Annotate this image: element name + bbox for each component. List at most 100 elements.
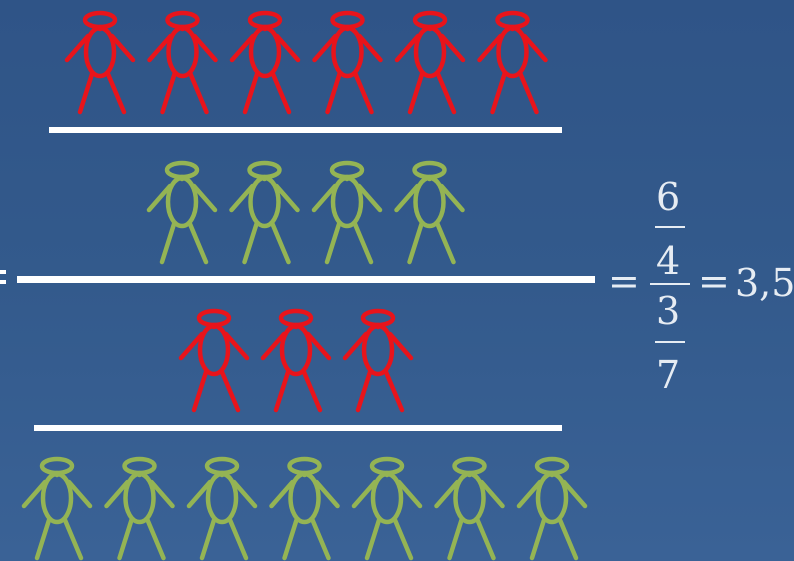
stick-figure bbox=[516, 456, 588, 561]
figure-left-arm bbox=[104, 479, 130, 509]
stick-figure-groups bbox=[21, 10, 588, 561]
figure-left-arm bbox=[342, 331, 369, 361]
figure-body bbox=[413, 25, 447, 79]
figure-body bbox=[205, 471, 239, 525]
figure-right-leg bbox=[310, 517, 331, 561]
figure-body bbox=[496, 25, 529, 79]
figure-right-arm bbox=[274, 183, 300, 213]
figure-right-arm bbox=[192, 33, 218, 63]
figure-right-leg bbox=[557, 517, 579, 561]
figure-body bbox=[330, 175, 364, 229]
figure-left-leg bbox=[242, 71, 260, 115]
figure-right-arm bbox=[561, 479, 588, 509]
figure-right-arm bbox=[439, 183, 465, 213]
inner-numerator-denominator: 4 bbox=[656, 239, 681, 283]
result-value: 3,5 bbox=[735, 261, 794, 305]
figure-left-arm bbox=[147, 33, 173, 63]
figure-left-arm bbox=[394, 183, 420, 213]
figure-left-leg bbox=[160, 71, 177, 115]
stick-figure bbox=[269, 456, 340, 561]
stick-figure bbox=[394, 10, 466, 115]
stick-figure bbox=[434, 456, 505, 561]
figure-left-leg bbox=[364, 517, 382, 561]
figure-left-leg bbox=[199, 517, 217, 561]
figure-left-arm bbox=[269, 479, 295, 509]
lower-red-figure-row bbox=[178, 308, 414, 413]
figure-body bbox=[123, 471, 156, 525]
figure-left-leg bbox=[529, 517, 547, 561]
stick-figure bbox=[229, 10, 301, 115]
figure-right-leg bbox=[62, 517, 84, 561]
figure-right-leg bbox=[435, 71, 457, 115]
figure-left-leg bbox=[407, 71, 425, 115]
figure-right-arm bbox=[231, 479, 258, 509]
figure-right-arm bbox=[66, 479, 93, 509]
stick-figure bbox=[312, 10, 383, 115]
stick-figure bbox=[146, 160, 218, 265]
figure-body bbox=[166, 25, 199, 79]
figure-body bbox=[83, 25, 117, 79]
figure-left-arm bbox=[146, 183, 173, 213]
figure-right-leg bbox=[219, 369, 241, 413]
figure-right-arm bbox=[223, 331, 250, 361]
figure-left-leg bbox=[159, 221, 177, 265]
figure-right-arm bbox=[439, 33, 466, 63]
main-fraction-bar bbox=[17, 276, 595, 283]
figure-left-leg bbox=[117, 517, 134, 561]
left-edge-equals-mark bbox=[0, 270, 6, 274]
figure-left-leg bbox=[407, 221, 424, 265]
figure-body bbox=[279, 323, 313, 377]
figure-right-leg bbox=[392, 517, 414, 561]
figure-left-arm bbox=[312, 33, 338, 63]
figure-left-arm bbox=[351, 479, 378, 509]
upper-green-figure-row bbox=[146, 160, 465, 265]
figure-body bbox=[331, 25, 364, 79]
stick-figure bbox=[342, 308, 414, 413]
stick-figure bbox=[394, 160, 465, 265]
stick-figure bbox=[178, 308, 250, 413]
figure-right-leg bbox=[105, 71, 127, 115]
stick-figure bbox=[351, 456, 423, 561]
figure-body bbox=[453, 471, 486, 525]
stick-figure bbox=[64, 10, 136, 115]
bottom-fraction-bar bbox=[34, 425, 562, 431]
figure-body bbox=[248, 175, 281, 229]
figure-left-arm bbox=[64, 33, 91, 63]
top-red-figure-row bbox=[64, 10, 548, 115]
figure-right-leg bbox=[227, 517, 249, 561]
stick-figure bbox=[260, 308, 332, 413]
figure-left-leg bbox=[34, 517, 52, 561]
stick-figure bbox=[21, 456, 93, 561]
figure-left-leg bbox=[273, 369, 291, 413]
figure-right-leg bbox=[383, 369, 405, 413]
top-fraction-bar bbox=[49, 127, 562, 133]
figure-left-arm bbox=[260, 331, 287, 361]
stick-figure bbox=[186, 456, 258, 561]
figure-left-leg bbox=[325, 71, 342, 115]
figure-left-arm bbox=[229, 33, 256, 63]
figure-right-arm bbox=[314, 479, 340, 509]
figure-left-arm bbox=[21, 479, 48, 509]
inner-denominator-fraction-line bbox=[655, 341, 685, 343]
figure-left-leg bbox=[242, 221, 259, 265]
figure-body bbox=[535, 471, 569, 525]
figure-body bbox=[197, 323, 231, 377]
figure-right-leg bbox=[352, 221, 374, 265]
stick-figure bbox=[477, 10, 548, 115]
equals-sign-2: = bbox=[698, 259, 730, 303]
figure-left-leg bbox=[191, 369, 209, 413]
figure-left-leg bbox=[77, 71, 95, 115]
figure-left-arm bbox=[178, 331, 205, 361]
figure-body bbox=[165, 175, 199, 229]
figure-body bbox=[288, 471, 321, 525]
stick-figure bbox=[311, 160, 383, 265]
figure-right-leg bbox=[518, 71, 539, 115]
figure-body bbox=[413, 175, 446, 229]
inner-denominator-denominator: 7 bbox=[656, 353, 681, 397]
figure-body bbox=[370, 471, 404, 525]
figure-right-arm bbox=[305, 331, 332, 361]
figure-left-arm bbox=[477, 33, 503, 63]
inner-numerator-fraction-line bbox=[655, 226, 685, 228]
figure-right-leg bbox=[301, 369, 323, 413]
